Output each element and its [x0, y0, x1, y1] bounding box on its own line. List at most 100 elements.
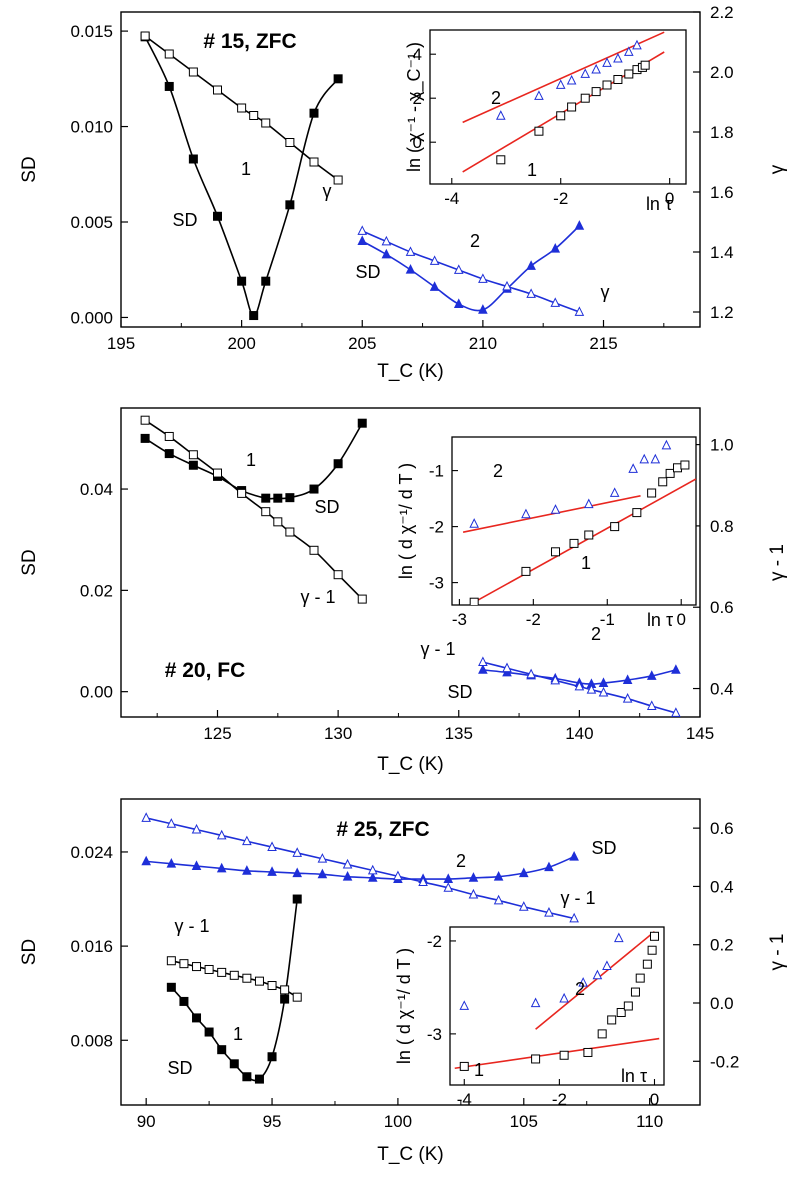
square-marker — [285, 200, 295, 210]
x-tick-label: 95 — [263, 1112, 282, 1131]
y2-tick-label: 0.6 — [710, 598, 734, 617]
triangle-marker — [569, 850, 579, 861]
y-axis-label: SD — [19, 156, 40, 182]
triangle-marker — [671, 707, 681, 717]
square-marker — [496, 155, 506, 165]
chart-panel-1: 195 200 205 210 2150.0000.0050.0100.0151.21.… — [19, 3, 788, 382]
square-marker — [188, 67, 198, 77]
triangle-marker — [526, 260, 536, 270]
square-marker — [213, 85, 222, 95]
inset-x-tick-label: -2 — [553, 189, 568, 208]
y2-tick-label: 0.4 — [710, 877, 734, 896]
triangle-marker — [405, 264, 416, 274]
plot-frame — [120, 11, 701, 328]
square-marker — [285, 493, 295, 503]
chart-panel-2: 125 130 135 140 145 0.00 0.02 0.04 0.4 0.6 0.8 1.0 S… — [19, 407, 788, 775]
triangle-marker — [574, 220, 585, 230]
triangle-marker — [267, 841, 277, 852]
x-axis-label: T_C (K) — [377, 361, 444, 382]
y2-tick-label: 1.2 — [710, 303, 734, 322]
square-marker — [242, 1072, 252, 1082]
y-tick-label: 0.016 — [70, 937, 113, 956]
inset-fit-line-1 — [454, 1037, 660, 1070]
triangle-marker — [598, 686, 609, 697]
inset-annotation: 2 — [493, 461, 503, 481]
triangle-marker — [518, 901, 529, 911]
triangle-marker — [580, 68, 591, 78]
square-marker — [166, 956, 176, 966]
square-marker — [569, 538, 579, 548]
square-marker — [647, 488, 657, 498]
triangle-marker — [646, 700, 657, 710]
series-sd-curve-1 — [166, 894, 302, 1084]
inset-series-curve-1 — [459, 931, 659, 1071]
inset-x-tick-label: -3 — [452, 610, 467, 629]
y-axis-label: SD — [19, 939, 40, 965]
triangle-marker — [478, 304, 488, 314]
inset-x-tick-label: -4 — [444, 189, 459, 208]
plot-annotation: 2 — [456, 851, 466, 871]
triangle-marker — [526, 288, 536, 298]
plot-annotation: SD — [314, 497, 339, 517]
plot-annotation: SD — [447, 682, 472, 702]
square-marker — [229, 1059, 239, 1069]
inset-annotation: 1 — [474, 1060, 484, 1080]
square-marker — [261, 276, 271, 286]
square-marker — [254, 976, 264, 986]
triangle-marker — [242, 865, 252, 875]
triangle-marker — [393, 870, 403, 881]
y2-axis-label: γ - 1 — [767, 934, 788, 971]
square-marker — [333, 459, 343, 469]
series-line — [144, 36, 339, 317]
triangle-marker — [216, 829, 227, 840]
square-marker — [213, 211, 222, 221]
square-marker — [357, 418, 367, 428]
triangle-marker — [429, 255, 440, 265]
inset-y-tick-label: -2 — [427, 932, 442, 951]
inset-y-axis-label: ln ( d χ⁻¹/ d T ) — [396, 463, 416, 579]
y-tick-label: 0.04 — [80, 480, 113, 499]
panel-title: # 20, FC — [165, 659, 246, 682]
triangle-marker — [602, 960, 612, 970]
series-line — [144, 35, 339, 181]
series-line — [361, 225, 580, 312]
square-marker — [624, 69, 634, 79]
triangle-marker — [550, 674, 561, 685]
inset-content — [462, 439, 696, 605]
triangle-marker — [534, 90, 544, 100]
y2-tick-label: 0.0 — [710, 994, 734, 1013]
square-marker — [204, 1027, 214, 1037]
square-marker — [567, 102, 577, 112]
triangle-marker — [292, 867, 303, 878]
x-tick-label: 145 — [686, 724, 714, 743]
square-marker — [164, 81, 174, 91]
plot-annotation: SD — [591, 838, 616, 858]
x-tick-label: 200 — [227, 334, 255, 353]
inset-frame — [451, 436, 697, 606]
inset-series-curve-2 — [459, 932, 624, 1010]
square-marker — [179, 996, 189, 1006]
triangle-marker — [367, 872, 378, 882]
plot-annotation: SD — [167, 1058, 192, 1078]
y-tick-label: 0.005 — [70, 213, 113, 232]
square-marker — [649, 931, 659, 941]
plot-annotation: 2 — [470, 231, 480, 251]
square-marker — [647, 945, 657, 955]
triangle-marker — [622, 693, 633, 703]
square-marker — [602, 80, 612, 90]
inset-fit-line-2 — [535, 931, 655, 1030]
square-marker — [357, 594, 367, 604]
y2-tick-label: 0.6 — [710, 819, 734, 838]
square-marker — [333, 74, 343, 84]
y2-tick-label: 1.6 — [710, 183, 734, 202]
triangle-marker — [317, 853, 328, 863]
panel-title: # 25, ZFC — [336, 818, 429, 841]
inset-y-tick-label: 2 — [413, 89, 422, 108]
series-line — [361, 230, 580, 313]
inset-annotation: 1 — [527, 160, 537, 180]
series-gamma-curve-1 — [166, 956, 302, 1002]
series-gamma-curve-1 — [140, 31, 343, 185]
square-marker — [188, 154, 198, 164]
triangle-marker — [614, 932, 624, 943]
square-marker — [531, 1054, 541, 1064]
